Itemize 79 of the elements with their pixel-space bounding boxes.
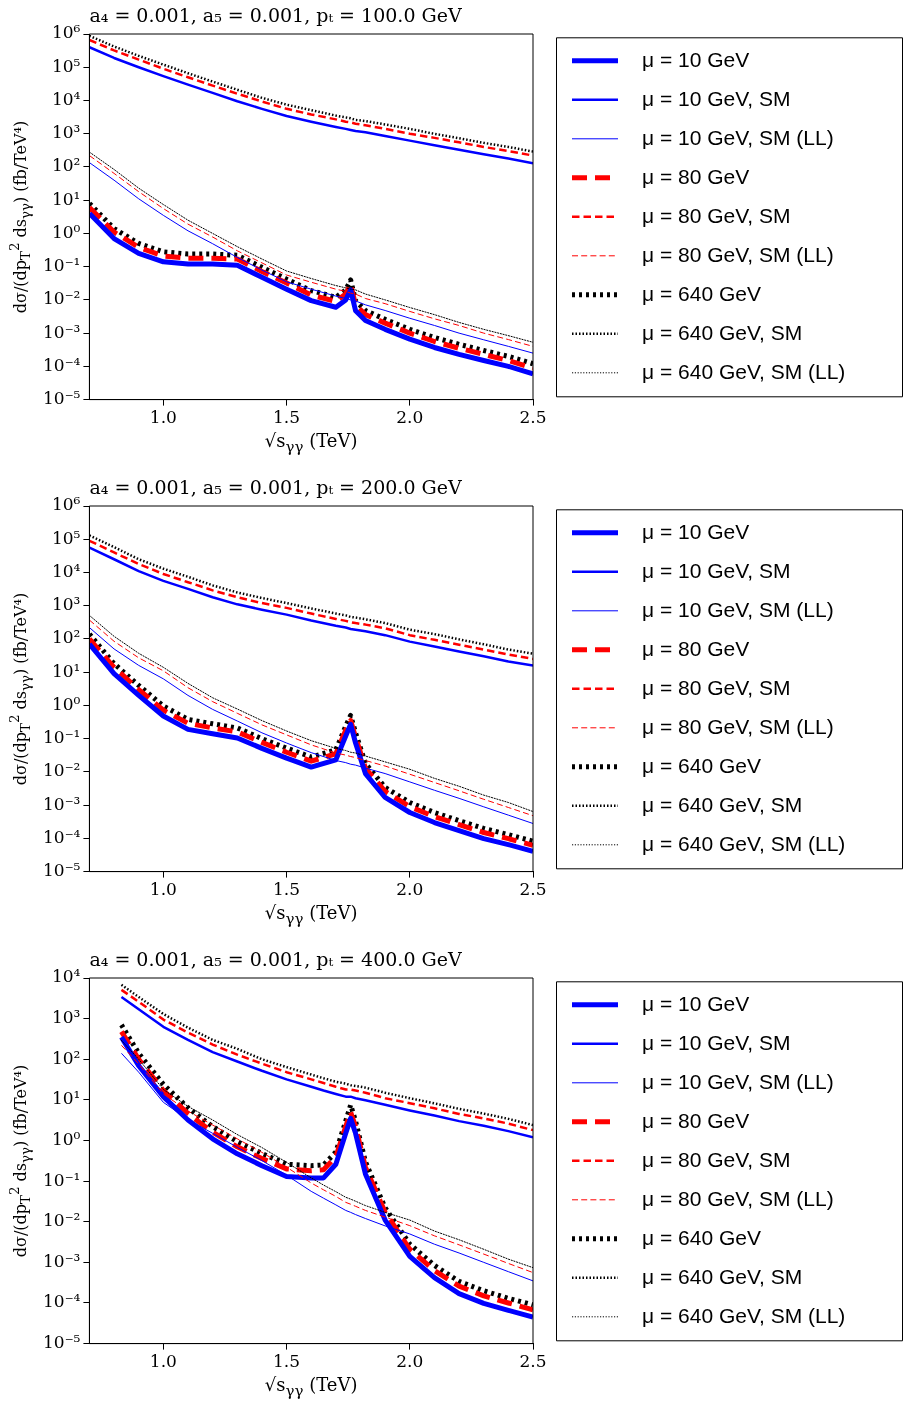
x-tick-label: 1.5 bbox=[273, 407, 301, 428]
legend-label: μ = 80 GeV, SM (LL) bbox=[642, 242, 834, 266]
legend-label: μ = 640 GeV bbox=[642, 1225, 761, 1249]
y-tick-label: 10⁰ bbox=[51, 693, 81, 714]
y-tick-label: 10⁻¹ bbox=[43, 1169, 81, 1190]
y-tick-label: 10⁵ bbox=[51, 527, 81, 548]
x-tick-label: 1.0 bbox=[149, 407, 177, 428]
y-tick-label: 10³ bbox=[51, 594, 81, 615]
x-tick-label: 2.0 bbox=[396, 1351, 424, 1372]
legend-label: μ = 10 GeV bbox=[642, 47, 750, 71]
x-tick-label: 2.5 bbox=[519, 1351, 547, 1372]
x-tick-label: 1.5 bbox=[273, 879, 301, 900]
y-tick-label: 10⁻² bbox=[43, 1210, 81, 1231]
y-tick-label: 10¹ bbox=[51, 660, 81, 681]
y-tick-label: 10⁵ bbox=[51, 55, 81, 76]
y-tick-label: 10⁻³ bbox=[43, 793, 81, 814]
y-tick-label: 10³ bbox=[51, 122, 81, 143]
y-tick-label: 10⁻⁴ bbox=[43, 1291, 81, 1312]
y-tick-label: 10⁻⁵ bbox=[43, 388, 81, 409]
legend-label: μ = 80 GeV, SM (LL) bbox=[642, 1186, 834, 1210]
y-tick-label: 10⁴ bbox=[51, 966, 81, 987]
x-axis-title: √s$_{γγ}$ (TeV) bbox=[264, 1373, 358, 1400]
legend-label: μ = 640 GeV, SM bbox=[642, 792, 803, 816]
legend-label: μ = 80 GeV, SM bbox=[642, 203, 791, 227]
y-tick-label: 10⁻¹ bbox=[43, 255, 81, 276]
x-tick-label: 2.0 bbox=[396, 879, 424, 900]
y-tick-label: 10⁻³ bbox=[43, 321, 81, 342]
y-tick-label: 10⁻³ bbox=[43, 1250, 81, 1271]
legend-label: μ = 10 GeV, SM bbox=[642, 1030, 791, 1054]
y-tick-label: 10² bbox=[51, 627, 81, 648]
legend-label: μ = 640 GeV, SM (LL) bbox=[642, 831, 846, 855]
x-axis-title: √s$_{γγ}$ (TeV) bbox=[264, 901, 358, 928]
y-tick-label: 10² bbox=[51, 155, 81, 176]
legend-label: μ = 10 GeV bbox=[642, 991, 750, 1015]
legend-label: μ = 640 GeV, SM (LL) bbox=[642, 1303, 846, 1327]
x-axis-title: √s$_{γγ}$ (TeV) bbox=[264, 429, 358, 456]
y-tick-label: 10⁻² bbox=[43, 760, 81, 781]
x-tick-label: 2.0 bbox=[396, 407, 424, 428]
chart-title: a₄ = 0.001, a₅ = 0.001, pₜ = 400.0 GeV bbox=[89, 948, 462, 970]
y-tick-label: 10¹ bbox=[51, 188, 81, 209]
legend-label: μ = 80 GeV, SM (LL) bbox=[642, 714, 834, 738]
legend-label: μ = 640 GeV bbox=[642, 281, 761, 305]
y-tick-label: 10⁰ bbox=[51, 221, 81, 242]
y-tick-label: 10² bbox=[51, 1047, 81, 1068]
y-tick-label: 10⁶ bbox=[51, 494, 81, 515]
x-tick-label: 2.5 bbox=[519, 879, 547, 900]
legend-label: μ = 10 GeV, SM bbox=[642, 86, 791, 110]
legend-label: μ = 640 GeV, SM (LL) bbox=[642, 359, 846, 383]
y-tick-label: 10⁴ bbox=[51, 88, 81, 109]
x-tick-label: 1.0 bbox=[149, 1351, 177, 1372]
y-tick-label: 10⁻⁴ bbox=[43, 354, 81, 375]
legend-label: μ = 80 GeV, SM bbox=[642, 1147, 791, 1171]
legend-label: μ = 80 GeV bbox=[642, 164, 750, 188]
chart-title: a₄ = 0.001, a₅ = 0.001, pₜ = 100.0 GeV bbox=[89, 4, 462, 26]
y-tick-label: 10⁻¹ bbox=[43, 727, 81, 748]
legend-label: μ = 80 GeV, SM bbox=[642, 675, 791, 699]
x-tick-label: 2.5 bbox=[519, 407, 547, 428]
x-tick-label: 1.5 bbox=[273, 1351, 301, 1372]
legend-label: μ = 640 GeV, SM bbox=[642, 1264, 803, 1288]
legend-label: μ = 80 GeV bbox=[642, 636, 750, 660]
legend-label: μ = 10 GeV, SM (LL) bbox=[642, 597, 834, 621]
y-tick-label: 10⁻⁵ bbox=[43, 860, 81, 881]
chart-title: a₄ = 0.001, a₅ = 0.001, pₜ = 200.0 GeV bbox=[89, 476, 462, 498]
y-tick-label: 10⁻² bbox=[43, 288, 81, 309]
y-tick-label: 10⁰ bbox=[51, 1128, 81, 1149]
legend-label: μ = 640 GeV, SM bbox=[642, 320, 803, 344]
y-tick-label: 10¹ bbox=[51, 1088, 81, 1109]
y-tick-label: 10⁻⁴ bbox=[43, 826, 81, 847]
legend-label: μ = 10 GeV, SM bbox=[642, 558, 791, 582]
y-tick-label: 10⁴ bbox=[51, 560, 81, 581]
y-tick-label: 10³ bbox=[51, 1007, 81, 1028]
y-tick-label: 10⁶ bbox=[51, 22, 81, 43]
legend-label: μ = 640 GeV bbox=[642, 753, 761, 777]
legend-label: μ = 10 GeV bbox=[642, 519, 750, 543]
legend-label: μ = 10 GeV, SM (LL) bbox=[642, 125, 834, 149]
legend-label: μ = 80 GeV bbox=[642, 1108, 750, 1132]
legend-label: μ = 10 GeV, SM (LL) bbox=[642, 1069, 834, 1093]
x-tick-label: 1.0 bbox=[149, 879, 177, 900]
y-tick-label: 10⁻⁵ bbox=[43, 1332, 81, 1353]
